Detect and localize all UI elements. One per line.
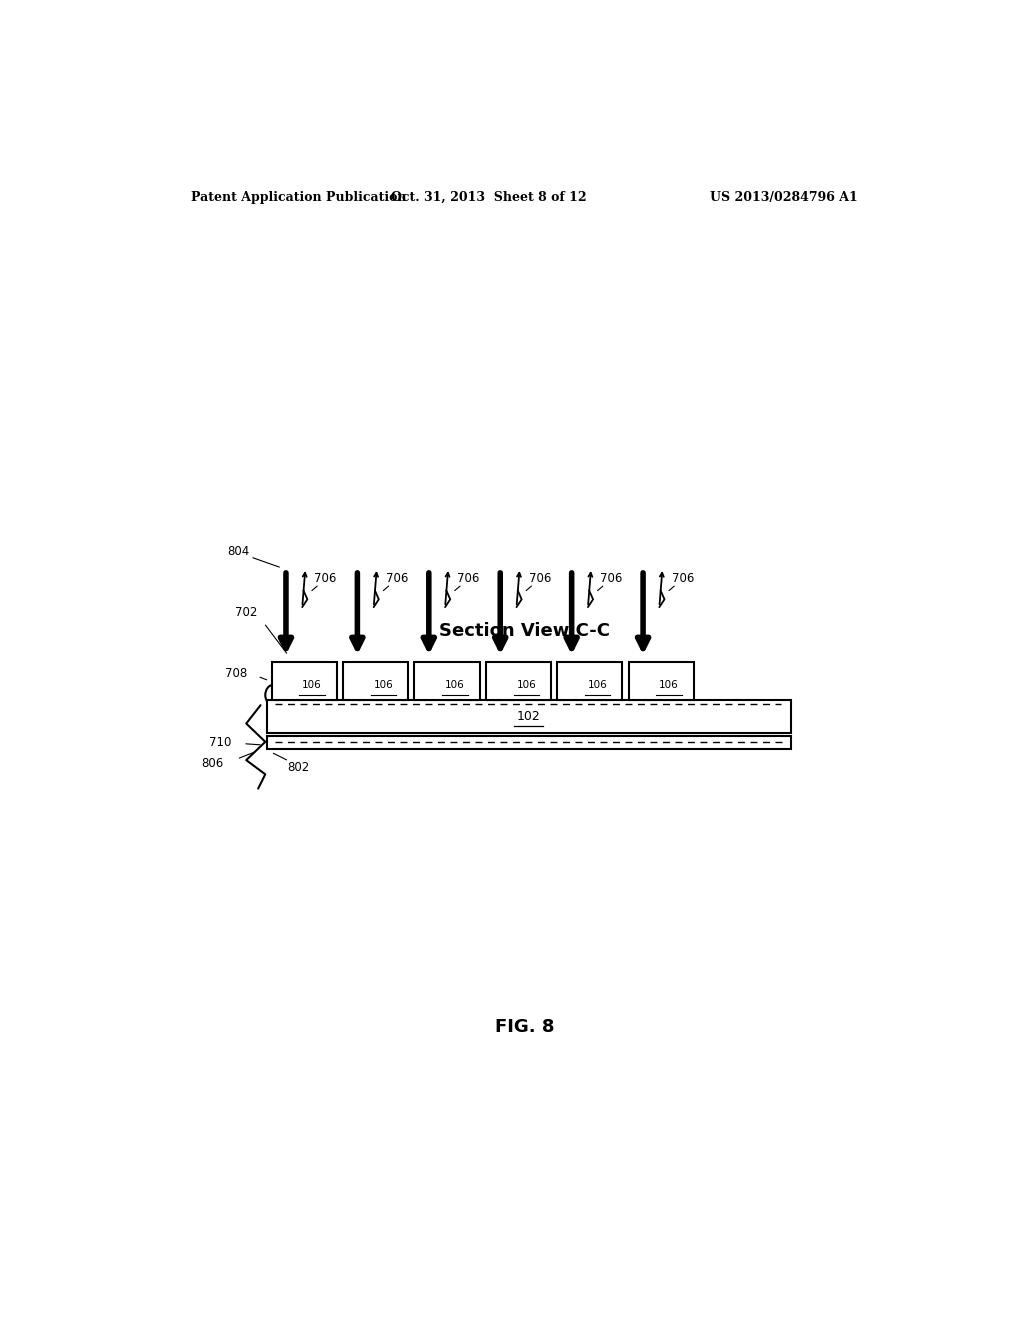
Text: US 2013/0284796 A1: US 2013/0284796 A1 [711,190,858,203]
Text: 106: 106 [516,681,537,690]
Bar [415,661,479,700]
Text: 706: 706 [458,572,479,585]
Text: 106: 106 [302,681,322,690]
Text: FIG. 8: FIG. 8 [495,1019,555,1036]
Bar [271,661,337,700]
Text: 806: 806 [201,756,223,770]
Text: 702: 702 [236,606,257,619]
Text: 106: 106 [374,681,393,690]
Text: 102: 102 [517,710,541,723]
Text: Patent Application Publication: Patent Application Publication [191,190,407,203]
Text: 706: 706 [314,572,337,585]
Text: 708: 708 [225,667,247,680]
Bar [557,661,623,700]
Text: 106: 106 [445,681,465,690]
Text: Oct. 31, 2013  Sheet 8 of 12: Oct. 31, 2013 Sheet 8 of 12 [391,190,587,203]
Text: 706: 706 [528,572,551,585]
Bar [267,700,791,733]
Bar [486,661,551,700]
Text: 106: 106 [588,681,607,690]
Text: 804: 804 [227,545,250,558]
Bar [343,661,409,700]
Bar [629,661,694,700]
Text: 106: 106 [659,681,679,690]
Bar [267,735,791,748]
Text: 706: 706 [672,572,694,585]
Text: 706: 706 [386,572,409,585]
Text: 802: 802 [288,760,309,774]
Text: 706: 706 [600,572,623,585]
Text: 710: 710 [209,737,231,750]
Text: Section View C-C: Section View C-C [439,622,610,640]
